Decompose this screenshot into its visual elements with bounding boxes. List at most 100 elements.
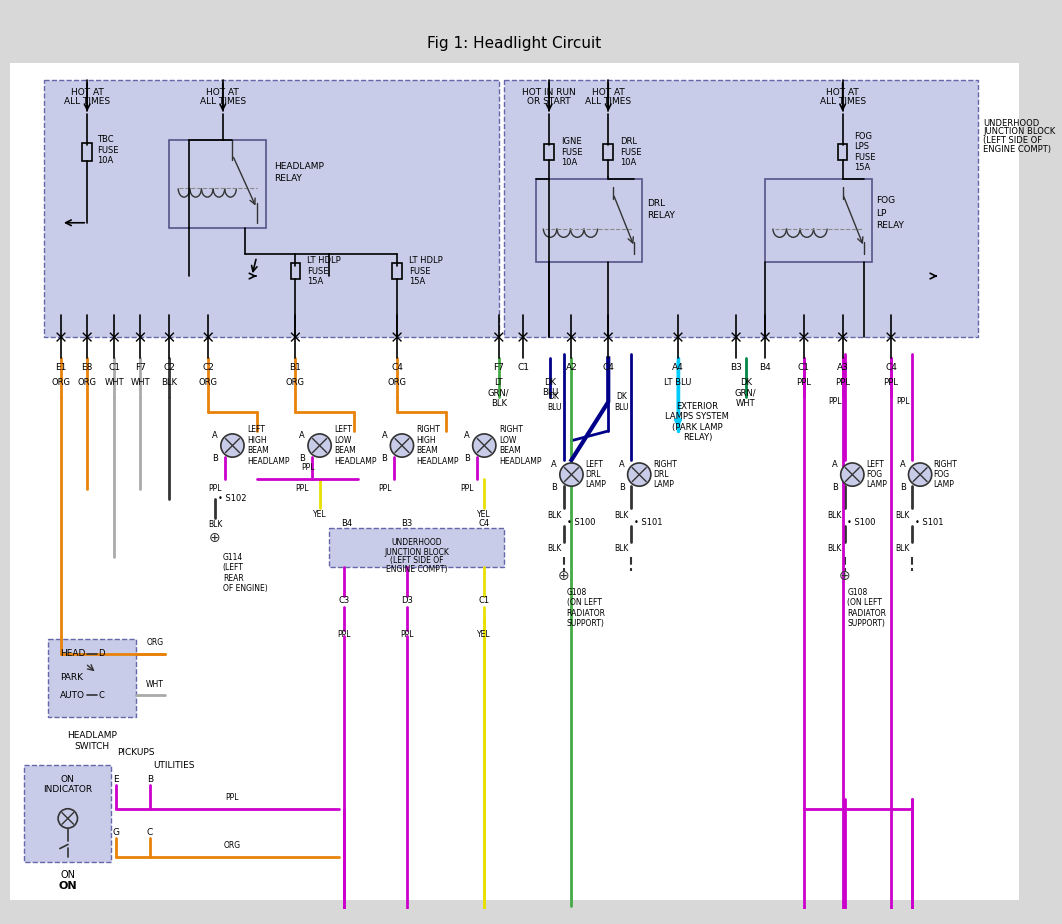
Text: LT
GRN/
BLK: LT GRN/ BLK bbox=[487, 378, 510, 407]
Text: LEFT
FOG
LAMP: LEFT FOG LAMP bbox=[866, 460, 887, 490]
Bar bbox=[329, 528, 503, 566]
Circle shape bbox=[308, 434, 331, 457]
Text: B3: B3 bbox=[401, 518, 412, 528]
Text: RIGHT
LOW
BEAM
HEADLAMP: RIGHT LOW BEAM HEADLAMP bbox=[499, 425, 542, 466]
Text: BLK: BLK bbox=[547, 511, 561, 520]
Text: RIGHT
FOG
LAMP: RIGHT FOG LAMP bbox=[933, 460, 958, 490]
Bar bbox=[392, 263, 401, 279]
Text: PPL: PPL bbox=[302, 463, 314, 471]
Text: OR START: OR START bbox=[528, 97, 571, 106]
Text: PICKUPS: PICKUPS bbox=[117, 748, 154, 757]
Text: HOT AT: HOT AT bbox=[592, 88, 624, 96]
Circle shape bbox=[560, 463, 583, 486]
Text: C2: C2 bbox=[202, 363, 215, 372]
Bar bbox=[170, 140, 267, 227]
Text: LT HDLP
FUSE
15A: LT HDLP FUSE 15A bbox=[307, 256, 341, 286]
Text: HOT IN RUN: HOT IN RUN bbox=[523, 88, 576, 96]
Text: RIGHT
DRL
LAMP: RIGHT DRL LAMP bbox=[653, 460, 676, 490]
Text: ORG: ORG bbox=[78, 378, 97, 387]
Text: ORG: ORG bbox=[199, 378, 218, 387]
Text: HOT AT: HOT AT bbox=[206, 88, 239, 96]
Text: LEFT
LOW
BEAM
HEADLAMP: LEFT LOW BEAM HEADLAMP bbox=[335, 425, 377, 466]
Text: ⊕: ⊕ bbox=[558, 569, 569, 583]
Text: WHT: WHT bbox=[147, 680, 164, 688]
Text: A: A bbox=[299, 432, 305, 441]
Text: • S100: • S100 bbox=[847, 517, 876, 527]
Text: DK
BLU: DK BLU bbox=[615, 393, 629, 412]
Text: • S100: • S100 bbox=[567, 517, 595, 527]
Text: PPL: PPL bbox=[884, 378, 898, 387]
Text: BLK: BLK bbox=[208, 520, 222, 529]
Text: G108
(ON LEFT
RADIATOR
SUPPORT): G108 (ON LEFT RADIATOR SUPPORT) bbox=[847, 588, 887, 628]
Text: LT HDLP
FUSE
15A: LT HDLP FUSE 15A bbox=[409, 256, 443, 286]
Text: A: A bbox=[900, 460, 906, 469]
Bar bbox=[765, 179, 872, 261]
Text: B: B bbox=[299, 454, 305, 463]
Text: RELAY: RELAY bbox=[647, 212, 674, 221]
Text: A: A bbox=[464, 432, 469, 441]
Text: EXTERIOR
LAMPS SYSTEM
(PARK LAMP
RELAY): EXTERIOR LAMPS SYSTEM (PARK LAMP RELAY) bbox=[666, 402, 730, 443]
Text: PPL: PPL bbox=[460, 484, 474, 493]
Text: LP: LP bbox=[876, 209, 887, 217]
Text: BLK: BLK bbox=[827, 511, 842, 520]
Text: B4: B4 bbox=[341, 518, 353, 528]
Text: BLK: BLK bbox=[895, 511, 910, 520]
Text: BLK: BLK bbox=[895, 544, 910, 553]
Text: (LEFT SIDE OF: (LEFT SIDE OF bbox=[983, 136, 1042, 145]
Circle shape bbox=[473, 434, 496, 457]
Bar bbox=[545, 144, 554, 160]
Text: FOG
LPS
FUSE
15A: FOG LPS FUSE 15A bbox=[854, 132, 876, 172]
Circle shape bbox=[391, 434, 413, 457]
Bar bbox=[503, 80, 978, 337]
Text: E1: E1 bbox=[55, 363, 67, 372]
Text: PPL: PPL bbox=[896, 397, 909, 407]
Text: G: G bbox=[113, 829, 120, 837]
Text: D3: D3 bbox=[400, 596, 413, 605]
Bar bbox=[838, 144, 847, 160]
Text: ENGINE COMPT): ENGINE COMPT) bbox=[983, 145, 1051, 153]
Text: A2: A2 bbox=[566, 363, 578, 372]
Text: ⊕: ⊕ bbox=[839, 569, 851, 583]
Bar bbox=[83, 143, 92, 161]
Text: HEAD: HEAD bbox=[61, 650, 85, 658]
Text: RELAY: RELAY bbox=[274, 174, 302, 183]
Bar bbox=[44, 80, 499, 337]
Text: WHT: WHT bbox=[104, 378, 124, 387]
Text: ON: ON bbox=[58, 881, 78, 892]
Text: HEADLAMP: HEADLAMP bbox=[274, 162, 324, 171]
Text: C1: C1 bbox=[108, 363, 120, 372]
Text: BLK: BLK bbox=[615, 511, 629, 520]
Text: YEL: YEL bbox=[478, 629, 491, 638]
Text: B1: B1 bbox=[290, 363, 302, 372]
Text: • S101: • S101 bbox=[915, 517, 944, 527]
Text: C3: C3 bbox=[338, 596, 349, 605]
Text: (LEFT SIDE OF: (LEFT SIDE OF bbox=[390, 556, 443, 565]
Text: ORG: ORG bbox=[286, 378, 305, 387]
Text: ALL TIMES: ALL TIMES bbox=[200, 97, 245, 106]
Text: E: E bbox=[114, 775, 119, 784]
Text: RELAY: RELAY bbox=[876, 221, 905, 230]
Text: DRL
FUSE
10A: DRL FUSE 10A bbox=[620, 137, 641, 167]
Text: Fig 1: Headlight Circuit: Fig 1: Headlight Circuit bbox=[427, 36, 601, 51]
Text: RIGHT
HIGH
BEAM
HEADLAMP: RIGHT HIGH BEAM HEADLAMP bbox=[416, 425, 459, 466]
Text: B: B bbox=[900, 482, 906, 492]
Text: FOG: FOG bbox=[876, 196, 895, 205]
Text: C1: C1 bbox=[517, 363, 529, 372]
Text: BLK: BLK bbox=[547, 544, 561, 553]
Text: C4: C4 bbox=[885, 363, 897, 372]
Text: ⊕: ⊕ bbox=[209, 530, 221, 544]
Text: DK
GRN/
WHT: DK GRN/ WHT bbox=[735, 378, 756, 407]
Text: LEFT
HIGH
BEAM
HEADLAMP: LEFT HIGH BEAM HEADLAMP bbox=[247, 425, 290, 466]
Text: ORG: ORG bbox=[224, 842, 241, 850]
Text: BLK: BLK bbox=[615, 544, 629, 553]
Text: G114
(LEFT
REAR
OF ENGINE): G114 (LEFT REAR OF ENGINE) bbox=[223, 553, 268, 593]
Text: C4: C4 bbox=[479, 518, 490, 528]
Text: PPL: PPL bbox=[796, 378, 811, 387]
Text: DRL: DRL bbox=[647, 199, 665, 208]
Text: ALL TIMES: ALL TIMES bbox=[64, 97, 110, 106]
Text: B: B bbox=[147, 775, 153, 784]
Text: ALL TIMES: ALL TIMES bbox=[820, 97, 866, 106]
Text: LEFT
DRL
LAMP: LEFT DRL LAMP bbox=[585, 460, 606, 490]
Text: HOT AT: HOT AT bbox=[826, 88, 859, 96]
Text: B: B bbox=[381, 454, 388, 463]
